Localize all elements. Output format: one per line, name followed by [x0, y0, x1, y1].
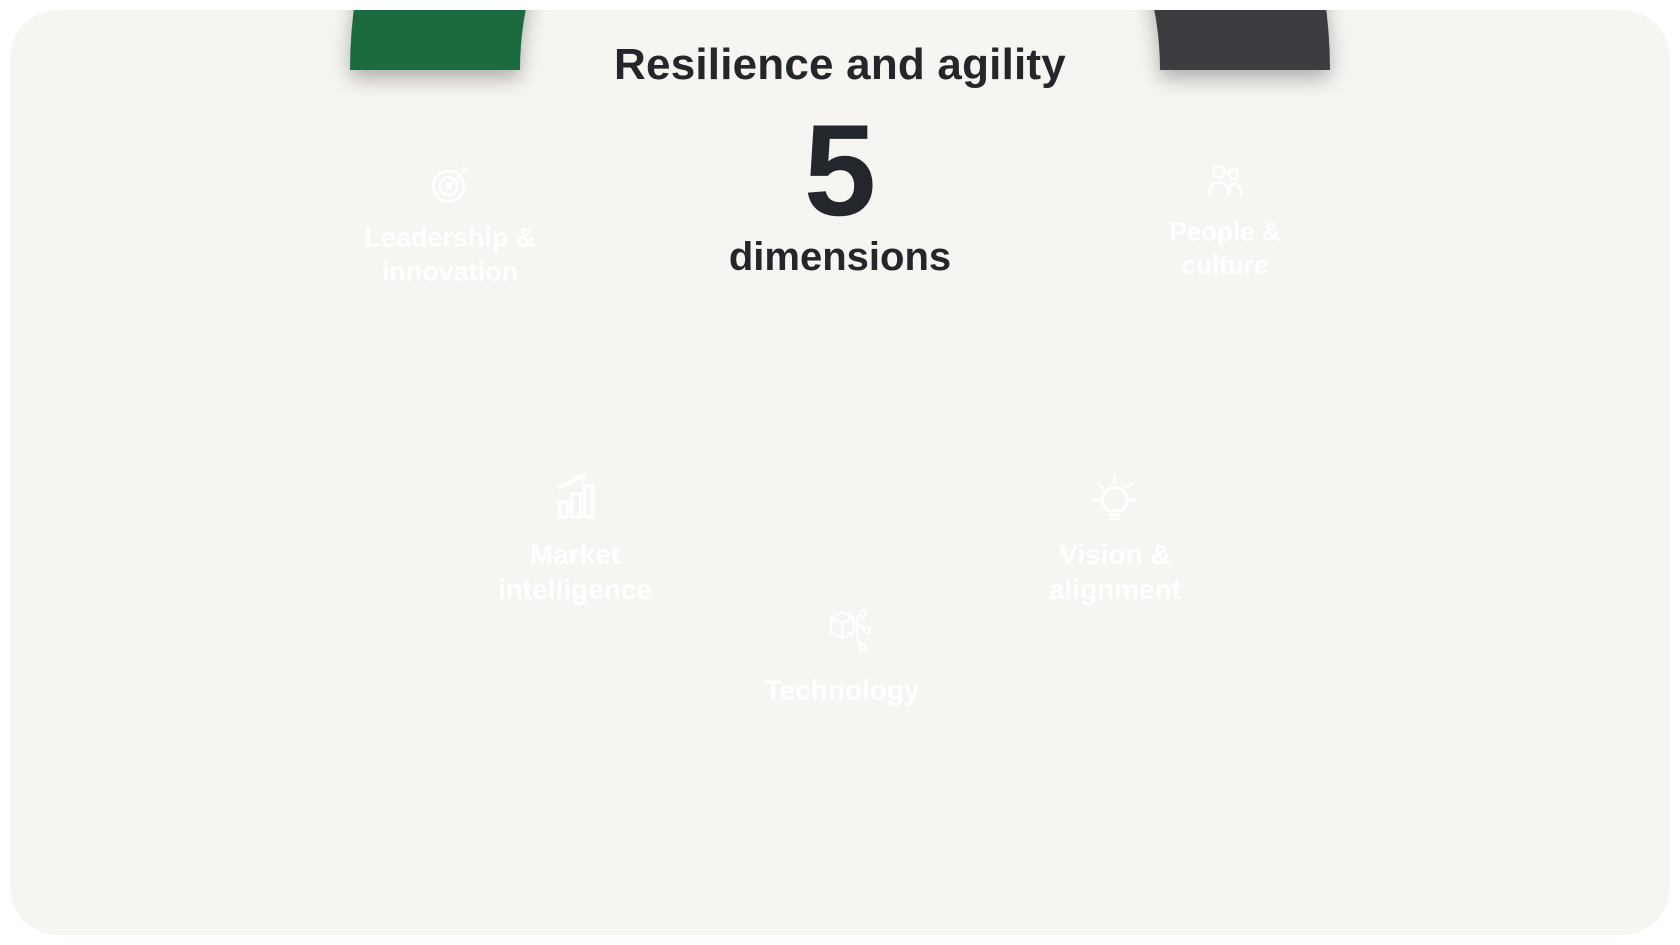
stage: Resilience and agility 5 dimensions Lead… — [10, 10, 1670, 935]
center-subtitle: dimensions — [520, 235, 1160, 280]
center-title: Resilience and agility — [520, 40, 1160, 90]
center-number: 5 — [520, 102, 1160, 239]
infographic-card: Resilience and agility 5 dimensions Lead… — [10, 10, 1670, 935]
center-block: Resilience and agility 5 dimensions — [520, 40, 1160, 280]
